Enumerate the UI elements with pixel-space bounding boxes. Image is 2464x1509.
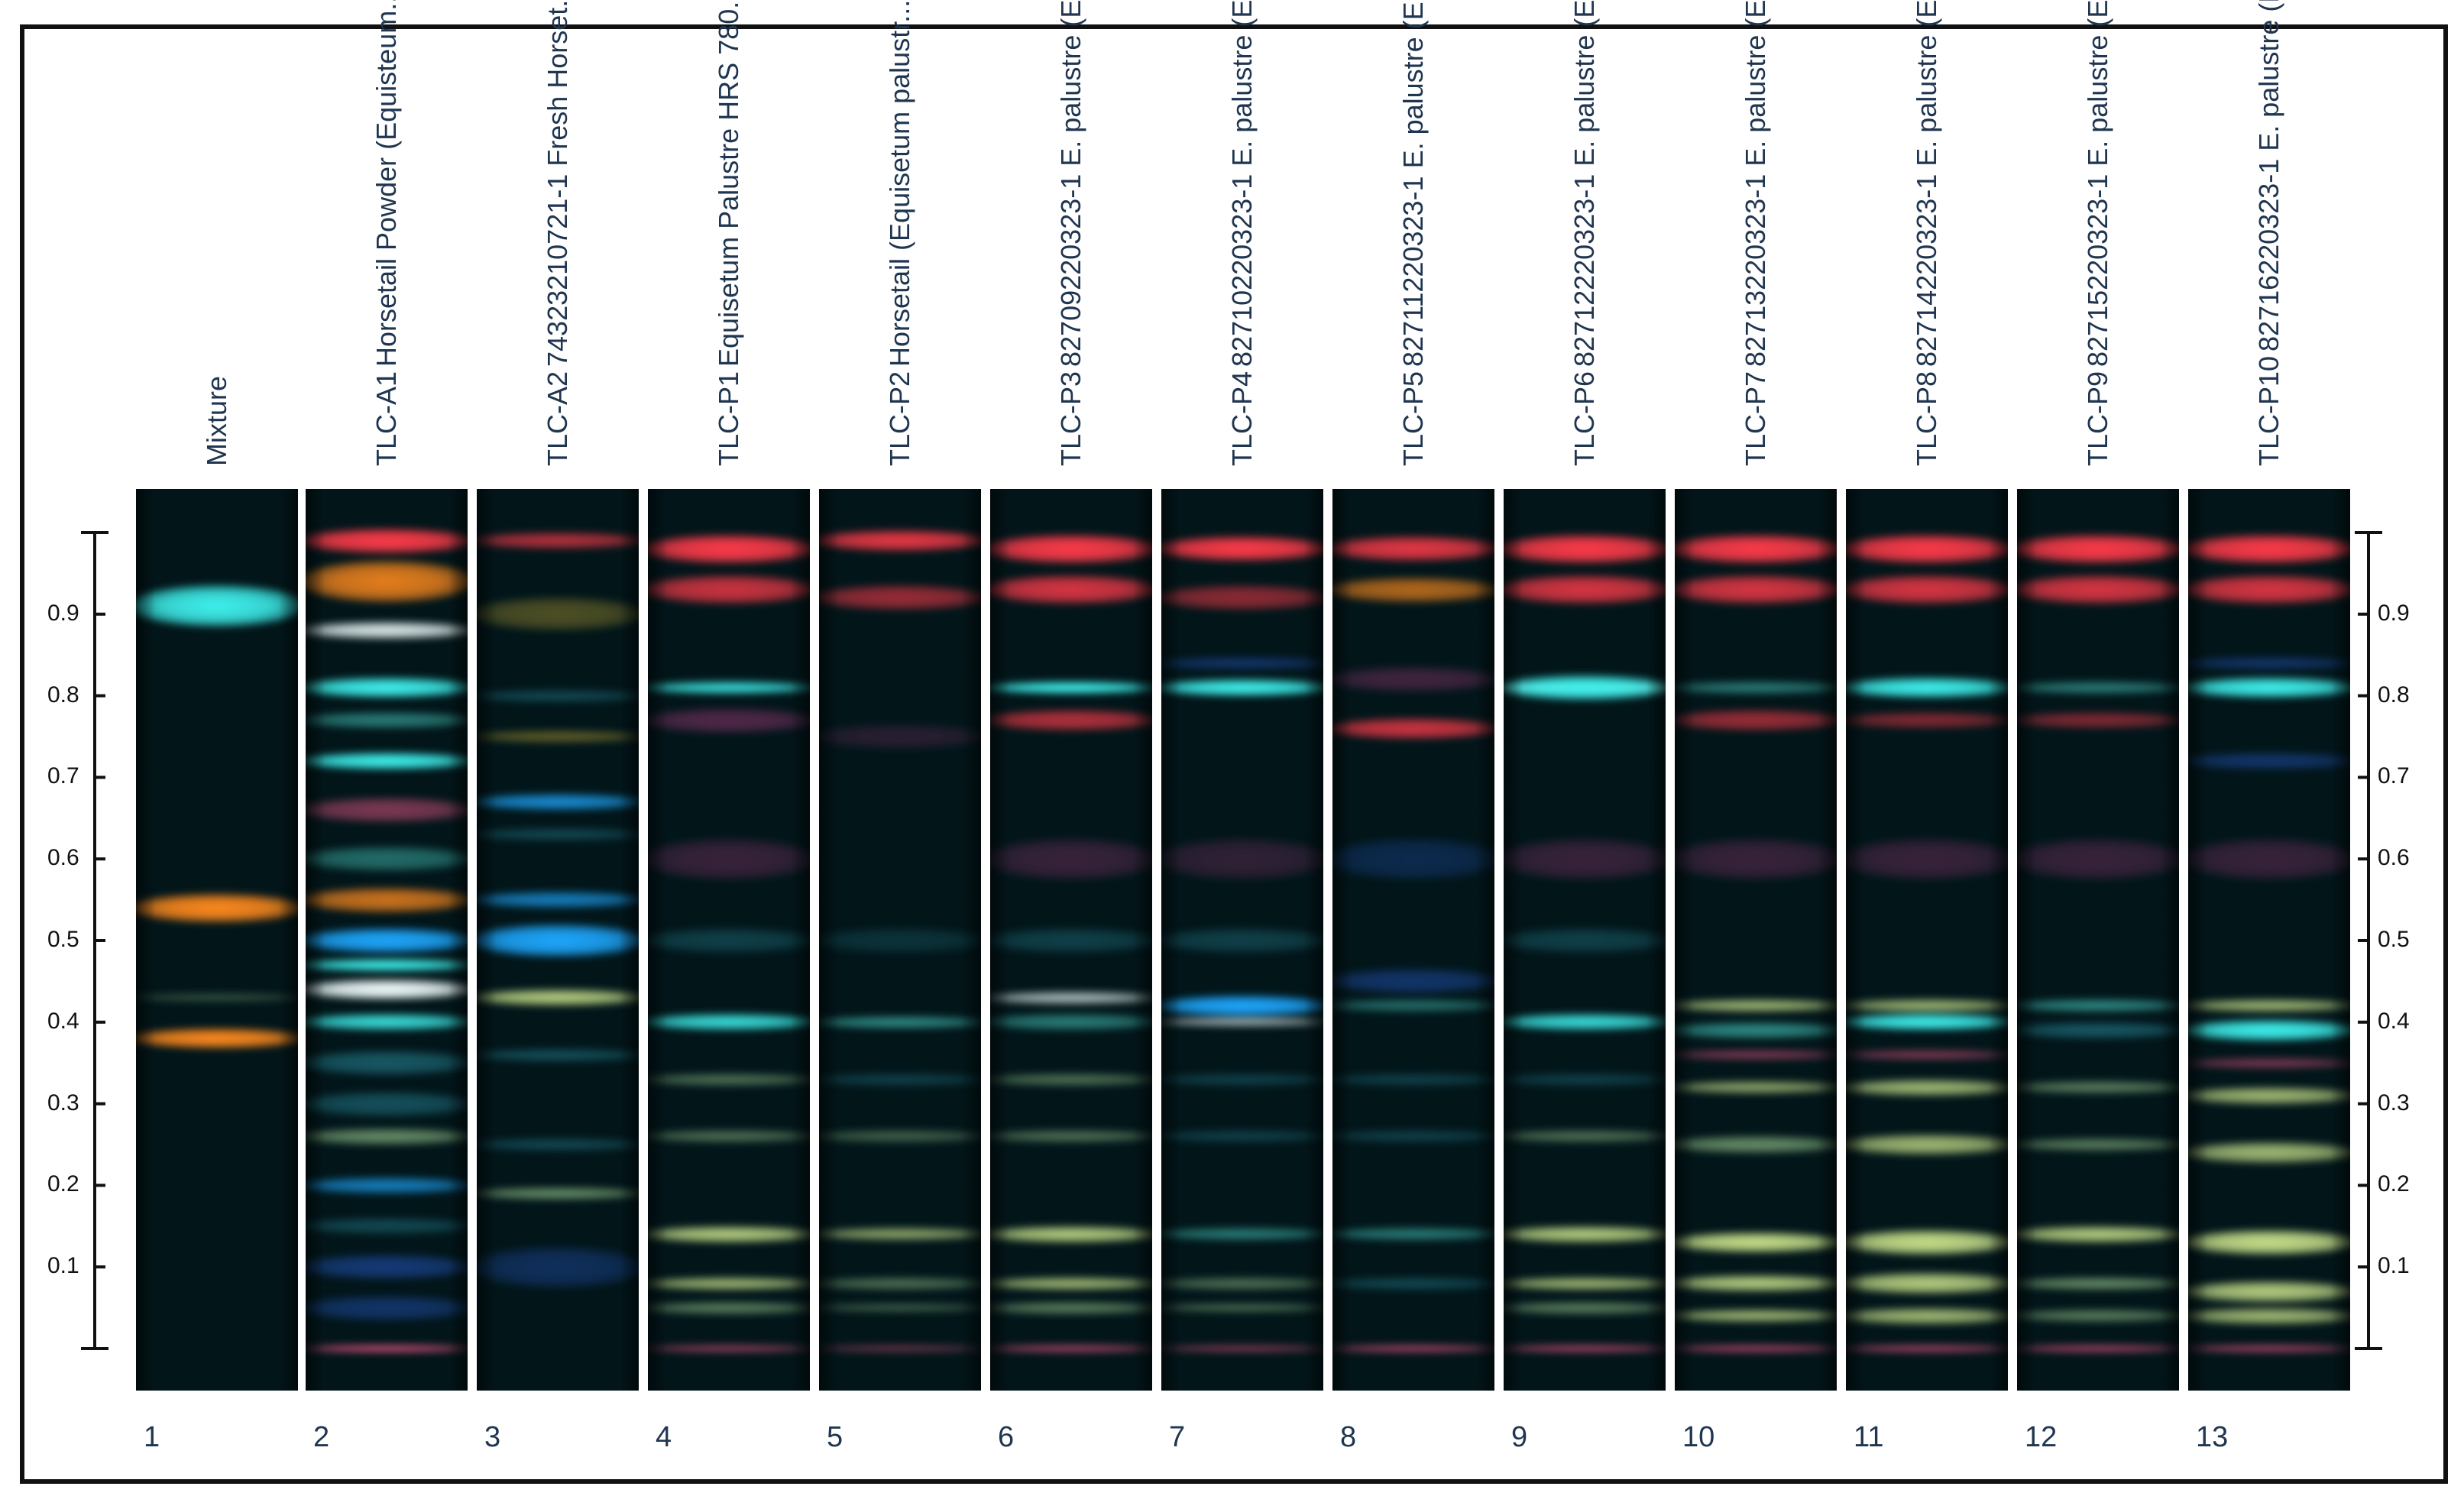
track-number: 5 <box>827 1421 843 1453</box>
rf-scale-right <box>2355 531 2382 1350</box>
rf-tick-label-right: 0.3 <box>2378 1090 2410 1116</box>
track-number: 9 <box>1511 1421 1528 1453</box>
rf-scale-left <box>81 531 108 1350</box>
track-number: 6 <box>998 1421 1015 1453</box>
rf-tick-label-left: 0.5 <box>47 927 79 952</box>
rf-tick-label-right: 0.6 <box>2378 845 2410 871</box>
rf-tick-label-right: 0.4 <box>2378 1008 2410 1034</box>
rf-tick-label-right: 0.2 <box>2378 1171 2410 1197</box>
rf-tick-label-right: 0.7 <box>2378 763 2410 789</box>
track-number: 7 <box>1169 1421 1186 1453</box>
rf-tick-label-left: 0.9 <box>47 600 79 626</box>
rf-tick-label-right: 0.1 <box>2378 1253 2410 1279</box>
track-number: 4 <box>656 1421 672 1453</box>
rf-tick-label-left: 0.1 <box>47 1253 79 1279</box>
track-number: 2 <box>313 1421 330 1453</box>
rf-tick-label-right: 0.9 <box>2378 600 2410 626</box>
track-number: 8 <box>1340 1421 1357 1453</box>
figure-frame <box>20 24 2448 1484</box>
track-number: 3 <box>484 1421 501 1453</box>
rf-tick-label-left: 0.4 <box>47 1008 79 1034</box>
rf-tick-label-right: 0.5 <box>2378 927 2410 952</box>
rf-tick-label-left: 0.3 <box>47 1090 79 1116</box>
track-number: 1 <box>144 1421 160 1453</box>
track-number: 10 <box>1682 1421 1715 1453</box>
track-number: 12 <box>2025 1421 2058 1453</box>
rf-tick-label-left: 0.8 <box>47 682 79 708</box>
rf-tick-label-left: 0.2 <box>47 1171 79 1197</box>
track-number: 13 <box>2196 1421 2229 1453</box>
rf-tick-label-left: 0.7 <box>47 763 79 789</box>
rf-tick-label-left: 0.6 <box>47 845 79 871</box>
track-number: 11 <box>1854 1421 1884 1453</box>
rf-tick-label-right: 0.8 <box>2378 682 2410 708</box>
